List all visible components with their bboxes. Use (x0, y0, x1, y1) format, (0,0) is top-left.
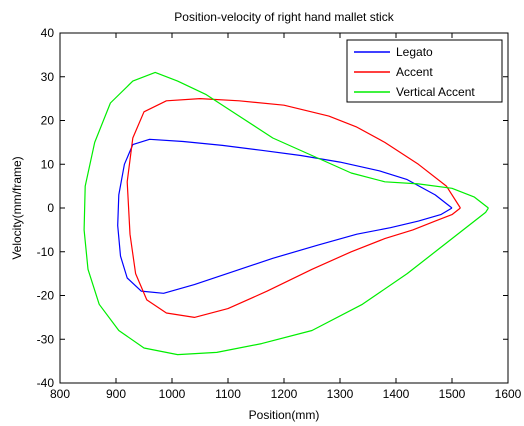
x-tick-label: 800 (50, 387, 70, 401)
x-tick-label: 1100 (215, 387, 241, 401)
chart-title: Position-velocity of right hand mallet s… (174, 10, 394, 24)
x-tick-label: 1200 (271, 387, 298, 401)
legend-entries: Legato Accent Vertical Accent (354, 45, 475, 99)
series-line-2 (126, 97, 461, 318)
series-layer (83, 71, 489, 356)
x-tick-label: 1500 (439, 387, 466, 401)
y-tick-label: 20 (41, 114, 55, 128)
y-tick-label: 30 (41, 70, 55, 84)
y-tick-label: -40 (37, 376, 55, 390)
x-tick-label: 1600 (495, 387, 522, 401)
y-axis-label: Velocity(mm/frame) (10, 156, 24, 259)
x-axis-label: Position(mm) (249, 408, 320, 422)
y-tick-label: -10 (37, 245, 55, 259)
ticks-layer: 800 900 1000 1100 1200 1300 1400 1500 1600 -40 -30… (37, 26, 522, 401)
x-tick-label: 1000 (159, 387, 186, 401)
legend-label-2: Accent (396, 65, 433, 79)
y-tick-label: -20 (37, 289, 55, 303)
y-tick-label: -30 (37, 332, 55, 346)
series-line-1 (117, 138, 453, 294)
y-tick-label: 0 (47, 201, 54, 215)
plot-frame (59, 32, 509, 384)
legend-label-3: Vertical Accent (396, 85, 475, 99)
series-line-3 (83, 71, 489, 356)
legend: Legato Accent Vertical Accent (346, 39, 503, 103)
x-tick-label: 1300 (327, 387, 354, 401)
y-tick-label: 10 (41, 157, 55, 171)
x-tick-label: 900 (106, 387, 126, 401)
y-tick-label: 40 (41, 26, 55, 40)
x-tick-label: 1400 (383, 387, 410, 401)
legend-label-1: Legato (396, 45, 433, 59)
